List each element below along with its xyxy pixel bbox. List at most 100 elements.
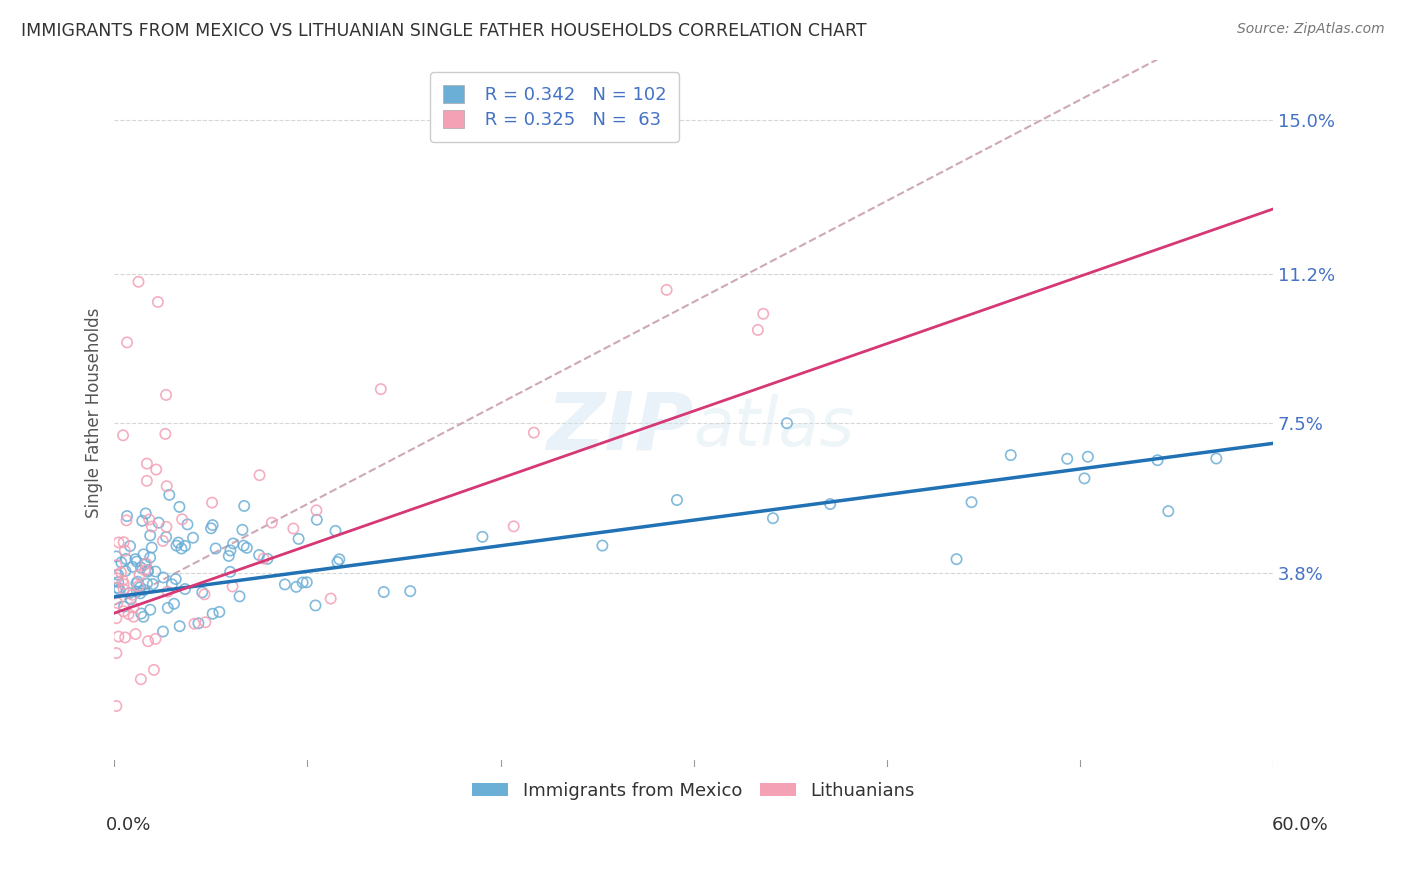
Point	[295, 575, 318, 590]
Point	[139, 603, 162, 617]
Point	[136, 565, 159, 579]
Point	[174, 582, 197, 596]
Point	[138, 512, 160, 526]
Point	[176, 517, 198, 532]
Point	[131, 514, 153, 528]
Point	[187, 616, 209, 631]
Point	[141, 519, 163, 533]
Point	[111, 428, 134, 442]
Point	[141, 541, 163, 555]
Point	[115, 513, 138, 527]
Point	[129, 607, 152, 621]
Point	[285, 580, 308, 594]
Point	[134, 557, 156, 571]
Point	[122, 609, 145, 624]
Point	[221, 579, 243, 593]
Point	[105, 646, 128, 660]
Point	[115, 552, 138, 566]
Point	[219, 565, 242, 579]
Point	[129, 586, 152, 600]
Point	[208, 605, 231, 619]
Point	[107, 535, 129, 549]
Point	[1077, 450, 1099, 464]
Point	[219, 543, 242, 558]
Point	[121, 559, 143, 574]
Point	[112, 604, 135, 618]
Point	[291, 575, 314, 590]
Point	[183, 616, 205, 631]
Point	[1056, 451, 1078, 466]
Point	[181, 531, 204, 545]
Point	[818, 497, 841, 511]
Text: IMMIGRANTS FROM MEXICO VS LITHUANIAN SINGLE FATHER HOUSEHOLDS CORRELATION CHART: IMMIGRANTS FROM MEXICO VS LITHUANIAN SIN…	[21, 22, 866, 40]
Point	[135, 474, 157, 488]
Point	[218, 549, 240, 563]
Point	[134, 563, 156, 577]
Point	[236, 541, 259, 555]
Point	[1157, 504, 1180, 518]
Point	[591, 539, 613, 553]
Point	[121, 588, 143, 602]
Point	[148, 516, 170, 530]
Point	[326, 555, 349, 569]
Point	[165, 572, 187, 586]
Point	[172, 512, 194, 526]
Point	[139, 550, 162, 565]
Point	[160, 577, 183, 591]
Point	[107, 574, 129, 589]
Point	[135, 557, 157, 571]
Point	[127, 275, 149, 289]
Point	[105, 596, 128, 610]
Point	[399, 584, 422, 599]
Point	[142, 663, 165, 677]
Point	[125, 584, 148, 599]
Point	[122, 600, 145, 615]
Point	[128, 568, 150, 582]
Point	[127, 574, 149, 589]
Point	[136, 634, 159, 648]
Point	[163, 597, 186, 611]
Point	[752, 307, 775, 321]
Point	[232, 539, 254, 553]
Point	[283, 521, 305, 535]
Point	[125, 555, 148, 569]
Point	[107, 567, 129, 582]
Point	[201, 607, 224, 621]
Point	[120, 592, 142, 607]
Point	[523, 425, 546, 440]
Point	[118, 586, 141, 600]
Point	[110, 566, 132, 580]
Point	[152, 624, 174, 639]
Legend: Immigrants from Mexico, Lithuanians: Immigrants from Mexico, Lithuanians	[465, 774, 922, 807]
Point	[142, 577, 165, 591]
Point	[139, 528, 162, 542]
Point	[325, 524, 347, 538]
Point	[118, 539, 141, 553]
Point	[146, 295, 169, 310]
Point	[1205, 451, 1227, 466]
Point	[169, 500, 191, 514]
Point	[145, 565, 167, 579]
Point	[1000, 448, 1022, 462]
Point	[228, 590, 250, 604]
Point	[145, 632, 167, 646]
Point	[665, 493, 688, 508]
Point	[169, 619, 191, 633]
Point	[222, 536, 245, 550]
Point	[170, 541, 193, 556]
Point	[319, 591, 342, 606]
Point	[111, 574, 134, 588]
Point	[156, 584, 179, 599]
Point	[157, 488, 180, 502]
Point	[125, 576, 148, 591]
Point	[135, 457, 157, 471]
Point	[129, 580, 152, 594]
Point	[231, 523, 253, 537]
Point	[1146, 453, 1168, 467]
Point	[107, 630, 129, 644]
Text: ZIP: ZIP	[546, 388, 693, 467]
Point	[124, 627, 146, 641]
Point	[117, 607, 139, 621]
Point	[274, 577, 297, 591]
Point	[105, 583, 128, 598]
